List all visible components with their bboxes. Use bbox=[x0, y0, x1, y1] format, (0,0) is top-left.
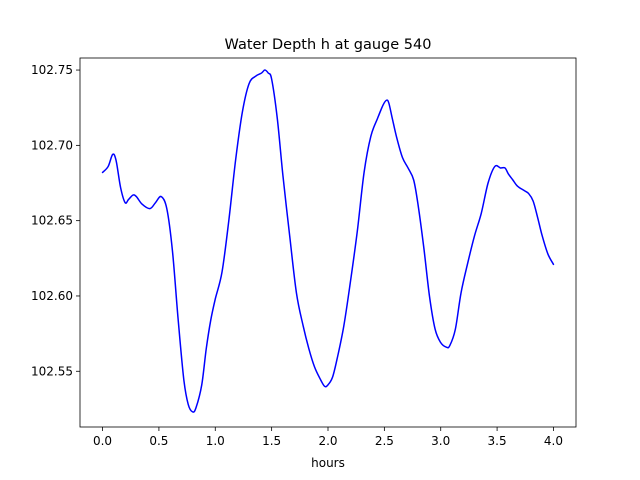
plot-frame bbox=[79, 57, 577, 428]
x-tick-label: 1.0 bbox=[206, 434, 225, 448]
x-tick-label: 2.5 bbox=[375, 434, 394, 448]
y-tick-label: 102.70 bbox=[31, 138, 73, 152]
x-tick-label: 2.0 bbox=[318, 434, 337, 448]
y-tick-label: 102.65 bbox=[31, 214, 73, 228]
y-tick-label: 102.75 bbox=[31, 63, 73, 77]
y-tick-label: 102.55 bbox=[31, 364, 73, 378]
x-tick-label: 4.0 bbox=[544, 434, 563, 448]
x-tick-label: 1.5 bbox=[262, 434, 281, 448]
y-tick-label: 102.60 bbox=[31, 289, 73, 303]
series-line bbox=[101, 69, 555, 413]
x-tick-label: 0.5 bbox=[149, 434, 168, 448]
x-tick-label: 3.5 bbox=[488, 434, 507, 448]
x-axis-ticks: 0.0 0.5 1.0 1.5 2.0 2.5 3.0 3.5 4.0 bbox=[93, 427, 563, 448]
plot-area bbox=[80, 58, 576, 427]
x-axis-label: hours bbox=[311, 456, 345, 470]
x-tick-label: 3.0 bbox=[431, 434, 450, 448]
chart-title: Water Depth h at gauge 540 bbox=[225, 37, 432, 53]
y-axis-ticks: 102.55 102.60 102.65 102.70 102.75 bbox=[31, 63, 80, 378]
x-tick-label: 0.0 bbox=[93, 434, 112, 448]
